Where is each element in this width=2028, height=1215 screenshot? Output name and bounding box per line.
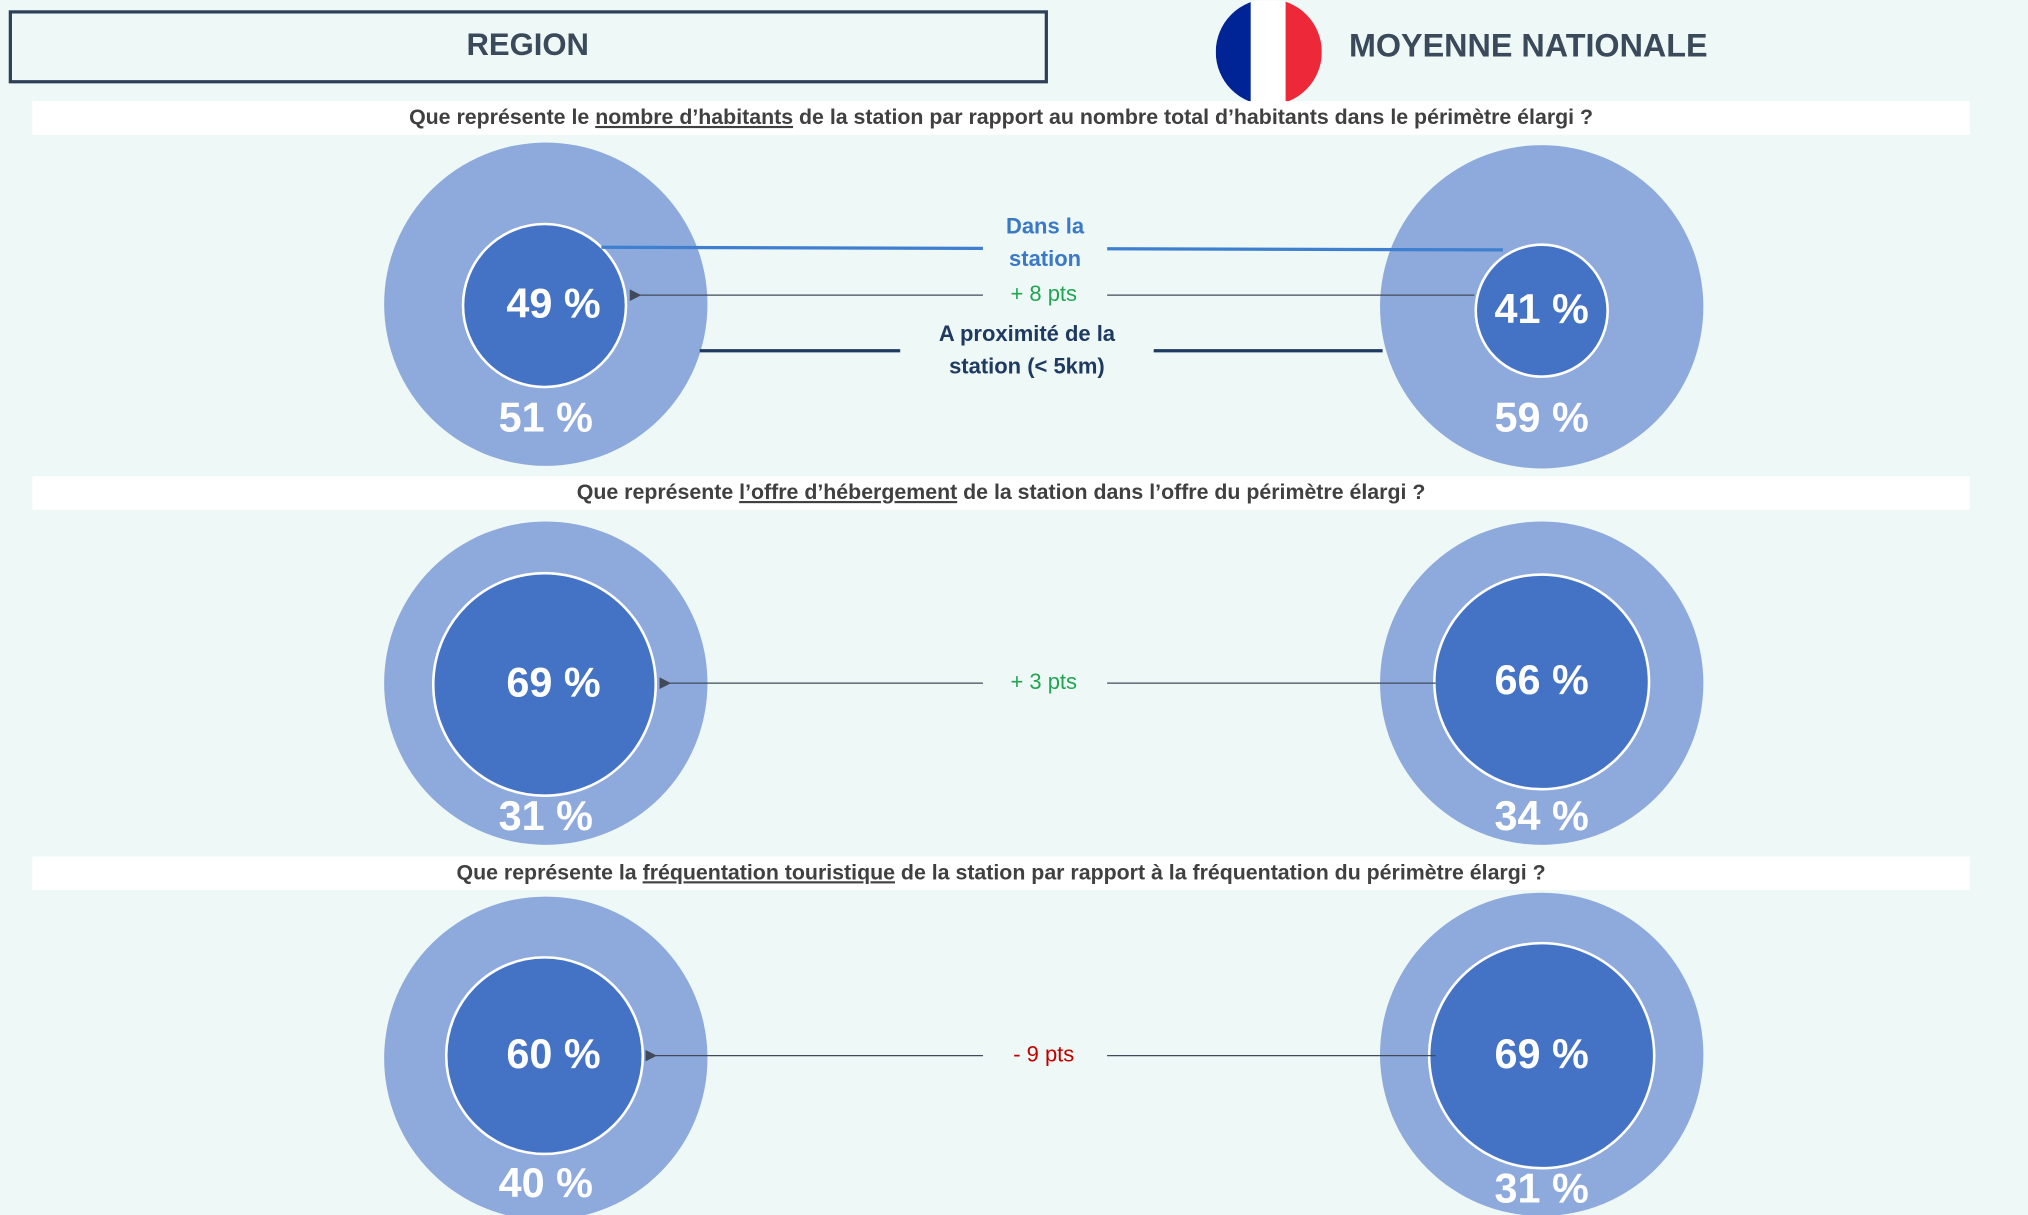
legend-nearby-label: station (< 5km) <box>949 353 1105 378</box>
legend-bg <box>982 211 1108 276</box>
difference: - 9 pts <box>1013 1041 1074 1066</box>
region-inner-value: 60 % <box>506 1031 600 1077</box>
region-inner-value: 49 % <box>506 281 600 327</box>
national-inner-circle <box>1433 573 1651 791</box>
question-part: Que représente la <box>456 860 642 884</box>
question-part: de la station par rapport à la fréquenta… <box>895 860 1546 884</box>
question: Que représente le nombre d’habitants de … <box>409 105 1593 129</box>
question-bar <box>32 856 1970 891</box>
national-inner-value: 69 % <box>1495 1031 1589 1077</box>
difference: + 3 pts <box>1010 669 1077 694</box>
region-inner-circle <box>461 222 628 389</box>
region-box <box>8 10 1048 84</box>
region-inner-circle <box>444 956 645 1156</box>
region-inner-value: 69 % <box>506 660 600 706</box>
question-part: de la station dans l’offre du périmètre … <box>957 480 1425 504</box>
national-inner-value: 66 % <box>1495 657 1589 703</box>
question-bar <box>32 476 1970 510</box>
national-outer-value: 59 % <box>1495 395 1589 441</box>
question-bar <box>32 101 1970 135</box>
question-part: nombre d’habitants <box>595 105 793 129</box>
legend-inside-label: Dans la <box>1006 214 1085 239</box>
difference: + 8 pts <box>1010 281 1077 306</box>
question-part: de la station par rapport au nombre tota… <box>793 105 1593 129</box>
region-outer-value: 31 % <box>499 793 593 839</box>
region-outer-value: 51 % <box>499 395 593 441</box>
national-inner-value: 41 % <box>1495 286 1589 332</box>
region-inner-circle <box>431 571 658 797</box>
national-header: MOYENNE NATIONALE <box>1349 28 1708 64</box>
question-part: Que représente <box>577 480 739 504</box>
question-part: Que représente le <box>409 105 595 129</box>
national-outer-value: 34 % <box>1495 793 1589 839</box>
question-part: l’offre d’hébergement <box>739 480 957 504</box>
legend-nearby-label: A proximité de la <box>939 321 1116 346</box>
legend-inside-label: station <box>1009 246 1081 271</box>
national-outer-value: 31 % <box>1495 1165 1589 1211</box>
question: Que représente l’offre d’hébergement de … <box>577 480 1426 504</box>
question-part: fréquentation touristique <box>643 860 896 884</box>
region-header: REGION <box>466 27 588 62</box>
national-inner-circle <box>1474 243 1609 378</box>
question: Que représente la fréquentation touristi… <box>456 860 1545 884</box>
region-outer-value: 40 % <box>499 1160 593 1206</box>
